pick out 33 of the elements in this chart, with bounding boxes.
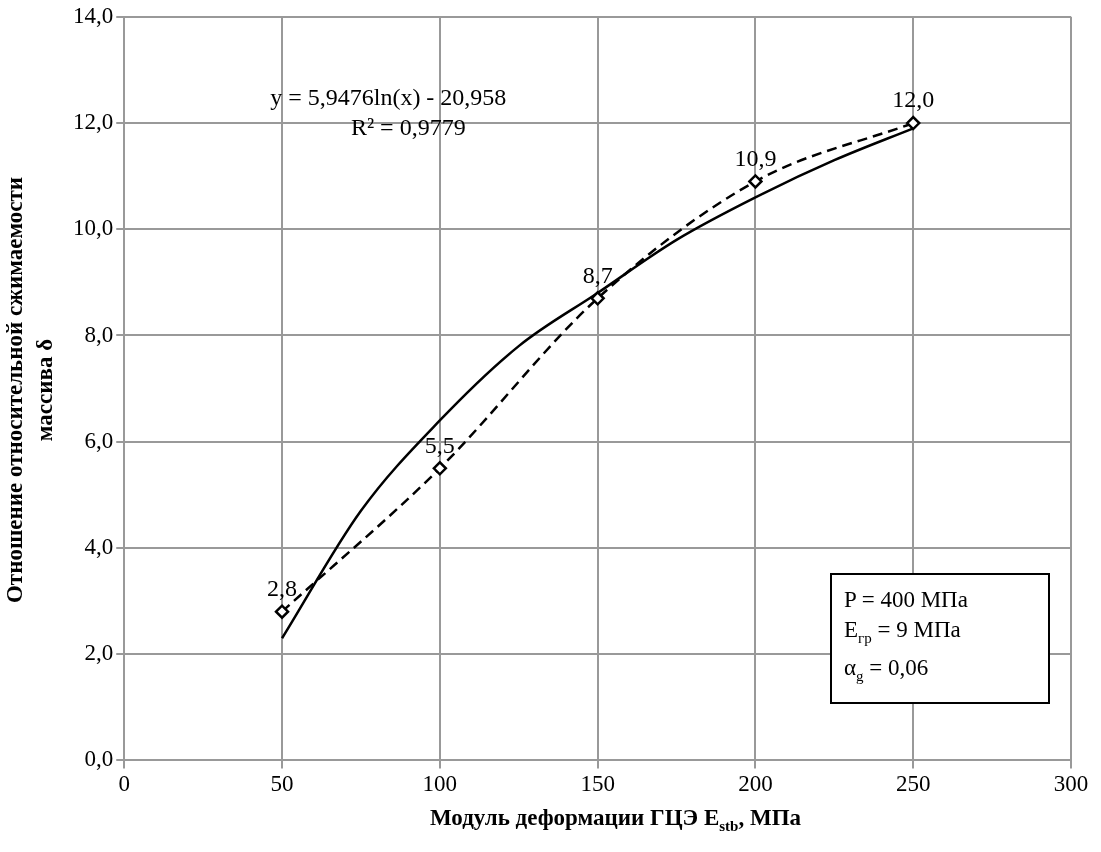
- x-axis-title: Модуль деформации ГЦЭ E$_{stb}$, МПа: [428, 805, 803, 835]
- data-label: 5,5: [424, 431, 455, 458]
- x-tick-label: 200: [738, 771, 773, 797]
- y-tick-label: 6,0: [84, 427, 114, 453]
- data-label: 8,7: [582, 261, 613, 288]
- y-axis-title: Отношение относительной сжимаемости массива δ: [1, 176, 58, 606]
- x-tick-label: 50: [270, 771, 294, 797]
- y-tick-label: 2,0: [84, 640, 114, 666]
- point: [748, 174, 763, 189]
- data-label: 2,8: [267, 574, 298, 601]
- y-tick-label: 12,0: [73, 109, 114, 135]
- note-box: P = 400 МПа E$_{гр}$ = 9 МПа α$_{g}$ = 0,06: [830, 573, 1050, 705]
- x-tick-label: 0: [118, 771, 130, 797]
- annotation: R² = 0,9779: [350, 113, 466, 140]
- y-tick-label: 10,0: [73, 215, 114, 241]
- y-tick-label: 8,0: [84, 321, 114, 347]
- annotation: E$_{гр}$ = 9 МПа: [844, 616, 962, 648]
- point: [590, 291, 605, 306]
- point: [274, 604, 290, 619]
- y-tick-label: 4,0: [84, 533, 114, 559]
- annotation: y = 5,9476ln(x) - 20,958: [270, 83, 507, 110]
- x-tick-label: 250: [895, 771, 931, 797]
- point: [432, 461, 448, 476]
- x-tick-label: 300: [1053, 771, 1089, 797]
- data-label: 10,9: [734, 144, 777, 171]
- y-tick-label: 14,0: [73, 2, 114, 28]
- y-tick-label: 0,0: [84, 746, 114, 772]
- x-tick-label: 100: [422, 771, 458, 797]
- annotation: α$_{g}$ = 0,06: [844, 653, 930, 686]
- point: [905, 115, 921, 131]
- x-tick-label: 150: [580, 771, 615, 797]
- data-label: 12,0: [892, 86, 935, 113]
- annotation: P = 400 МПа: [844, 586, 969, 614]
